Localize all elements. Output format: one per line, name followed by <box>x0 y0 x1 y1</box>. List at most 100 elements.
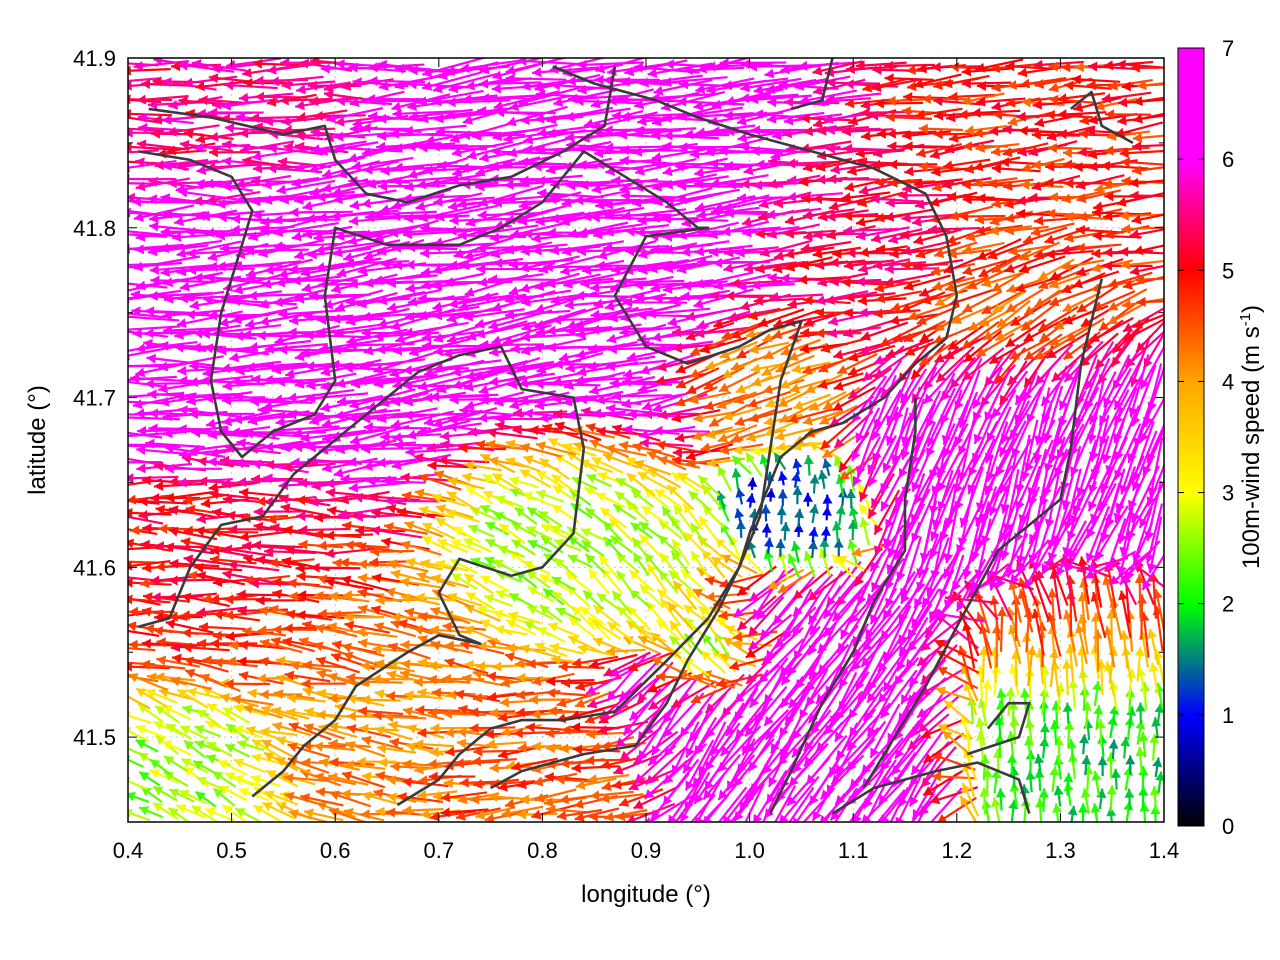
wind-arrow <box>138 806 164 819</box>
wind-arrow <box>168 788 195 803</box>
wind-arrow <box>341 771 386 789</box>
wind-arrow <box>234 807 261 822</box>
wind-arrow <box>329 790 372 808</box>
wind-arrow-head <box>222 805 233 815</box>
wind-arrow-shaft <box>702 753 742 801</box>
wind-arrow-head <box>820 789 831 800</box>
wind-arrow-head <box>718 789 728 800</box>
wind-arrow-head <box>113 481 123 491</box>
wind-arrow-head <box>440 792 451 803</box>
wind-arrow-head <box>470 794 480 805</box>
wind-arrow-head <box>386 807 396 818</box>
wind-arrow-head <box>378 757 388 768</box>
wind-arrow-head <box>118 441 127 451</box>
wind-arrow <box>149 769 179 784</box>
wind-arrow-head <box>835 794 846 805</box>
wind-arrow-head <box>546 804 556 815</box>
wind-arrow-head <box>1063 772 1074 783</box>
wind-arrow <box>876 789 906 822</box>
wind-arrow-head <box>740 800 749 812</box>
wind-arrow-head <box>181 758 192 768</box>
wind-arrow <box>180 757 209 774</box>
wind-arrow-head <box>1049 766 1060 776</box>
wind-arrow-shaft <box>128 811 151 822</box>
wind-arrows <box>110 58 1164 841</box>
wind-arrow-head <box>498 781 508 792</box>
wind-arrow <box>702 753 742 801</box>
wind-arrow-head <box>703 789 713 800</box>
wind-arrow-head <box>628 781 640 791</box>
wind-arrow-head <box>880 814 890 822</box>
wind-arrow <box>152 785 178 802</box>
wind-arrow-head <box>253 805 264 815</box>
wind-arrow-head <box>475 809 486 820</box>
wind-arrow-head <box>1149 786 1160 796</box>
wind-arrow-head <box>473 779 483 789</box>
wind-arrow <box>417 789 458 800</box>
wind-arrow-head <box>112 545 121 555</box>
wind-arrow-head <box>601 781 612 792</box>
wind-arrow-head <box>328 772 338 783</box>
wind-arrow-head <box>744 792 754 803</box>
wind-arrow-head <box>264 790 275 800</box>
wind-arrow-head <box>319 757 330 768</box>
wind-arrow-head <box>501 808 512 818</box>
wind-arrow-head <box>328 807 340 818</box>
wind-arrow-head <box>488 791 498 802</box>
wind-arrow <box>695 774 725 822</box>
wind-arrow-head <box>644 789 655 799</box>
wind-arrow-head <box>110 523 120 533</box>
wind-arrow-head <box>489 778 500 789</box>
wind-arrow-head <box>787 795 797 806</box>
wind-arrow <box>533 772 578 787</box>
wind-arrow-head <box>960 796 970 807</box>
wind-arrow-head <box>793 817 801 822</box>
wind-arrow-head <box>114 611 124 621</box>
wind-arrow-head <box>587 774 598 784</box>
wind-arrow-head <box>662 795 673 806</box>
wind-arrow <box>633 785 680 810</box>
wind-arrow-shaft <box>128 779 148 791</box>
wind-arrow-head <box>557 810 567 821</box>
wind-arrow <box>1155 771 1164 794</box>
wind-arrow-head <box>373 788 384 799</box>
wind-arrow-head <box>275 757 286 767</box>
wind-arrow-head <box>276 802 287 812</box>
wind-arrow-head <box>600 793 610 804</box>
wind-arrow-head <box>128 808 133 819</box>
wind-arrow-head <box>1025 770 1036 780</box>
wind-arrow <box>1038 788 1049 812</box>
wind-arrow-head <box>588 811 598 822</box>
wind-arrow <box>1049 766 1060 793</box>
wind-arrow-head <box>897 831 906 841</box>
wind-arrow-head <box>341 771 353 781</box>
wind-arrow-head <box>225 772 236 782</box>
wind-arrow-head <box>559 794 569 805</box>
wind-arrow <box>233 774 264 788</box>
wind-arrow <box>265 769 299 788</box>
wind-arrow-head <box>250 774 261 785</box>
wind-arrow-shaft <box>779 775 820 822</box>
wind-arrow-head <box>753 813 763 822</box>
wind-arrow-head <box>329 790 340 801</box>
wind-arrow-head <box>1053 785 1064 796</box>
wind-arrow-head <box>459 777 469 788</box>
wind-arrow-shaft <box>128 560 158 564</box>
wind-arrow <box>192 759 218 775</box>
wind-arrow-head <box>1111 768 1121 779</box>
wind-arrow-head <box>301 757 311 768</box>
wind-arrow-head <box>344 760 354 771</box>
wind-arrow-head <box>767 828 776 838</box>
wind-arrow-head <box>651 809 661 820</box>
wind-arrow-head <box>619 797 630 807</box>
wind-arrow <box>1138 786 1149 810</box>
wind-arrow-head <box>1091 771 1102 781</box>
wind-arrow-head <box>288 809 299 819</box>
wind-arrow <box>534 788 577 803</box>
wind-arrow <box>1052 803 1063 822</box>
wind-arrow <box>922 768 966 797</box>
wind-arrow-head <box>881 831 890 841</box>
wind-arrow <box>253 804 284 822</box>
wind-arrow <box>455 807 501 821</box>
